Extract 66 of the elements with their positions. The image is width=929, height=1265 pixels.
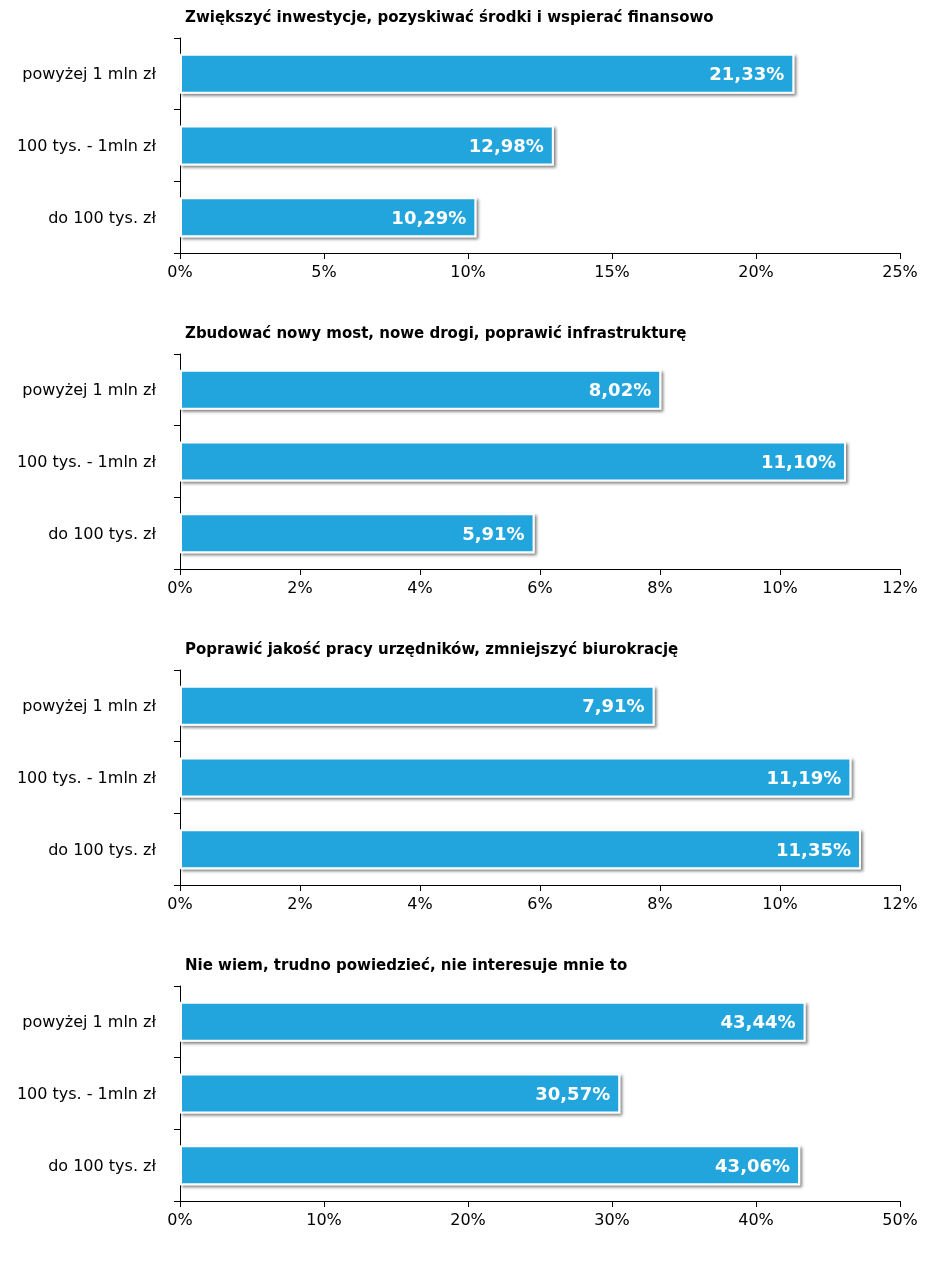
x-tick-label: 50% — [882, 1209, 918, 1229]
x-tick-label: 0% — [167, 577, 193, 597]
data-label: 11,19% — [766, 767, 842, 788]
y-tick-label: powyżej 1 mln zł — [22, 64, 157, 84]
y-tick-label: 100 tys. - 1mln zł — [16, 1084, 157, 1103]
x-tick-label: 12% — [882, 577, 918, 597]
chart-title: Nie wiem, trudno powiedzieć, nie interesuje mnie to — [185, 955, 628, 974]
bar — [180, 829, 861, 870]
x-tick-label: 0% — [167, 1209, 193, 1229]
data-label: 21,33% — [709, 63, 785, 85]
data-label: 30,57% — [535, 1083, 611, 1104]
x-tick-label: 40% — [738, 1209, 774, 1229]
data-label: 43,44% — [720, 1011, 796, 1033]
y-tick-label: 100 tys. - 1mln zł — [16, 768, 157, 787]
x-tick-label: 10% — [306, 1209, 342, 1229]
bar — [180, 53, 795, 94]
x-tick-label: 2% — [287, 893, 313, 913]
y-tick-label: powyżej 1 mln zł — [22, 1012, 157, 1032]
chart-title: Zwiększyć inwestycje, pozyskiwać środki i wspierać finansowo — [185, 7, 714, 26]
x-tick-label: 10% — [762, 893, 798, 913]
x-tick-label: 15% — [594, 261, 630, 281]
x-tick-label: 8% — [647, 577, 673, 597]
y-tick-label: powyżej 1 mln zł — [22, 696, 157, 716]
y-tick-label: do 100 tys. zł — [48, 839, 157, 859]
x-tick-label: 8% — [647, 893, 673, 913]
bar — [180, 685, 655, 726]
chart-title: Zbudować nowy most, nowe drogi, poprawić infrastrukturę — [185, 323, 687, 342]
x-tick-label: 30% — [594, 1209, 630, 1229]
bar — [180, 441, 846, 482]
x-tick-label: 20% — [738, 261, 774, 281]
chart-title: Poprawić jakość pracy urzędników, zmniejszyć biurokrację — [185, 639, 679, 658]
x-tick-label: 10% — [450, 261, 486, 281]
y-tick-label: do 100 tys. zł — [48, 1155, 157, 1175]
bar — [180, 125, 554, 166]
data-label: 11,35% — [776, 838, 851, 860]
y-tick-label: 100 tys. - 1mln zł — [16, 136, 157, 155]
x-tick-label: 25% — [882, 261, 918, 281]
y-tick-label: do 100 tys. zł — [48, 523, 157, 543]
bar — [180, 513, 535, 554]
data-label: 5,91% — [462, 522, 525, 544]
x-tick-label: 10% — [762, 577, 798, 597]
x-tick-label: 0% — [167, 893, 193, 913]
data-label: 8,02% — [588, 379, 652, 401]
x-tick-label: 6% — [527, 577, 553, 597]
data-label: 12,98% — [468, 135, 544, 156]
x-tick-label: 4% — [407, 577, 433, 597]
bar — [180, 1001, 806, 1042]
x-tick-label: 12% — [882, 893, 918, 913]
data-label: 43,06% — [715, 1154, 791, 1176]
data-label: 10,29% — [391, 206, 467, 228]
y-tick-label: 100 tys. - 1mln zł — [16, 452, 157, 471]
x-tick-label: 6% — [527, 893, 553, 913]
x-tick-label: 0% — [167, 261, 193, 281]
bar — [180, 369, 662, 410]
bar — [180, 1073, 621, 1114]
y-tick-label: powyżej 1 mln zł — [22, 380, 157, 400]
data-label: 7,91% — [582, 695, 645, 717]
data-label: 11,10% — [761, 451, 836, 472]
x-tick-label: 4% — [407, 893, 433, 913]
x-tick-label: 5% — [311, 261, 337, 281]
bar — [180, 757, 852, 798]
x-tick-label: 2% — [287, 577, 313, 597]
bar — [180, 1145, 801, 1186]
x-tick-label: 20% — [450, 1209, 486, 1229]
y-tick-label: do 100 tys. zł — [48, 207, 157, 227]
bar — [180, 197, 477, 238]
